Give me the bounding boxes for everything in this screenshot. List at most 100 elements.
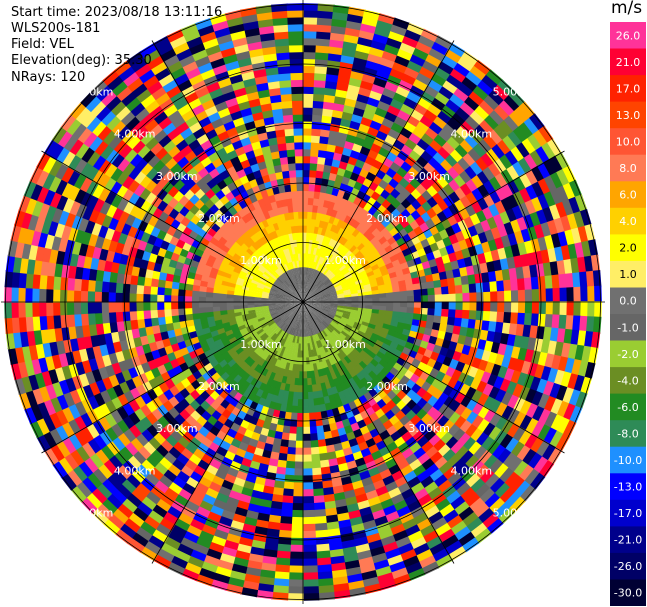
velocity-gate bbox=[261, 243, 270, 252]
velocity-gate bbox=[389, 523, 406, 536]
velocity-gate bbox=[110, 330, 120, 343]
velocity-gate bbox=[173, 72, 191, 86]
velocity-gate bbox=[309, 156, 319, 164]
velocity-gate bbox=[336, 243, 345, 252]
velocity-gate bbox=[378, 248, 388, 258]
velocity-gate bbox=[441, 254, 451, 265]
velocity-gate bbox=[294, 307, 300, 314]
velocity-gate bbox=[315, 326, 321, 334]
velocity-gate bbox=[324, 402, 333, 412]
velocity-gate bbox=[289, 296, 297, 300]
velocity-gate bbox=[514, 480, 531, 498]
velocity-gate bbox=[227, 312, 236, 319]
velocity-gate bbox=[361, 576, 380, 588]
velocity-gate bbox=[184, 458, 198, 472]
velocity-gate bbox=[192, 79, 208, 92]
velocity-gate bbox=[337, 305, 345, 309]
velocity-gate bbox=[288, 384, 295, 393]
velocity-gate bbox=[501, 268, 511, 282]
velocity-gate bbox=[101, 213, 113, 228]
velocity-gate bbox=[80, 397, 93, 413]
velocity-gate bbox=[276, 328, 283, 337]
velocity-gate bbox=[135, 125, 151, 141]
velocity-gate bbox=[343, 453, 355, 464]
velocity-gate bbox=[317, 439, 327, 448]
velocity-gate bbox=[338, 525, 353, 536]
velocity-gate bbox=[318, 397, 325, 406]
velocity-gate bbox=[121, 90, 138, 107]
velocity-gate bbox=[331, 320, 339, 327]
velocity-gate bbox=[97, 224, 109, 239]
velocity-gate bbox=[48, 411, 63, 429]
velocity-gate bbox=[381, 385, 392, 396]
velocity-gate bbox=[501, 183, 514, 199]
velocity-gate bbox=[309, 303, 318, 305]
velocity-gate bbox=[433, 456, 448, 470]
velocity-gate bbox=[531, 181, 545, 199]
velocity-gate bbox=[462, 437, 477, 452]
velocity-gate bbox=[566, 287, 575, 303]
velocity-gate bbox=[518, 202, 531, 218]
velocity-gate bbox=[325, 521, 340, 531]
velocity-gate bbox=[332, 11, 350, 21]
velocity-gate bbox=[491, 144, 506, 160]
velocity-gate bbox=[311, 342, 316, 350]
velocity-gate bbox=[288, 299, 297, 302]
velocity-gate bbox=[273, 192, 282, 202]
velocity-gate bbox=[311, 327, 316, 336]
velocity-gate bbox=[194, 109, 209, 122]
velocity-gate bbox=[333, 317, 341, 324]
velocity-gate bbox=[283, 271, 290, 279]
velocity-gate bbox=[124, 263, 134, 276]
velocity-gate bbox=[231, 139, 244, 150]
velocity-gate bbox=[251, 242, 260, 251]
velocity-gate bbox=[494, 200, 507, 215]
velocity-gate bbox=[111, 119, 127, 136]
velocity-gate bbox=[136, 292, 144, 303]
velocity-gate bbox=[226, 16, 245, 28]
velocity-gate bbox=[251, 140, 263, 151]
velocity-gate bbox=[307, 306, 314, 313]
velocity-gate bbox=[479, 262, 489, 275]
velocity-gate bbox=[340, 221, 349, 230]
velocity-gate bbox=[320, 331, 326, 339]
velocity-gate bbox=[340, 237, 349, 246]
velocity-gate bbox=[341, 418, 351, 428]
velocity-gate bbox=[272, 578, 290, 587]
velocity-gate bbox=[428, 258, 438, 269]
velocity-gate bbox=[387, 104, 402, 117]
velocity-gate bbox=[112, 206, 124, 221]
velocity-gate bbox=[297, 288, 301, 296]
velocity-gate bbox=[196, 458, 210, 471]
velocity-gate bbox=[302, 155, 311, 164]
velocity-gate bbox=[306, 232, 311, 240]
velocity-gate bbox=[377, 260, 386, 269]
velocity-gate bbox=[423, 267, 433, 277]
velocity-gate bbox=[60, 113, 77, 132]
velocity-gate bbox=[314, 376, 321, 385]
velocity-gate bbox=[254, 355, 263, 365]
velocity-gate bbox=[315, 52, 330, 61]
velocity-gate bbox=[334, 362, 342, 371]
velocity-gate bbox=[199, 285, 208, 293]
velocity-gate bbox=[404, 318, 414, 326]
velocity-gate bbox=[377, 100, 392, 112]
velocity-gate bbox=[446, 515, 463, 530]
velocity-gate bbox=[371, 509, 386, 521]
velocity-gate bbox=[177, 307, 186, 316]
velocity-gate bbox=[524, 301, 533, 315]
velocity-gate bbox=[95, 104, 113, 122]
velocity-gate bbox=[163, 103, 179, 117]
velocity-gate bbox=[302, 44, 318, 53]
velocity-gate bbox=[281, 283, 288, 289]
velocity-gate bbox=[248, 460, 261, 471]
velocity-gate bbox=[311, 312, 317, 320]
velocity-gate bbox=[168, 258, 178, 269]
velocity-gate bbox=[280, 314, 287, 320]
velocity-gate bbox=[328, 273, 336, 281]
velocity-gate bbox=[84, 370, 96, 385]
velocity-gate bbox=[312, 495, 325, 504]
velocity-gate bbox=[369, 236, 379, 246]
velocity-gate bbox=[207, 111, 222, 123]
velocity-gate bbox=[277, 250, 284, 259]
